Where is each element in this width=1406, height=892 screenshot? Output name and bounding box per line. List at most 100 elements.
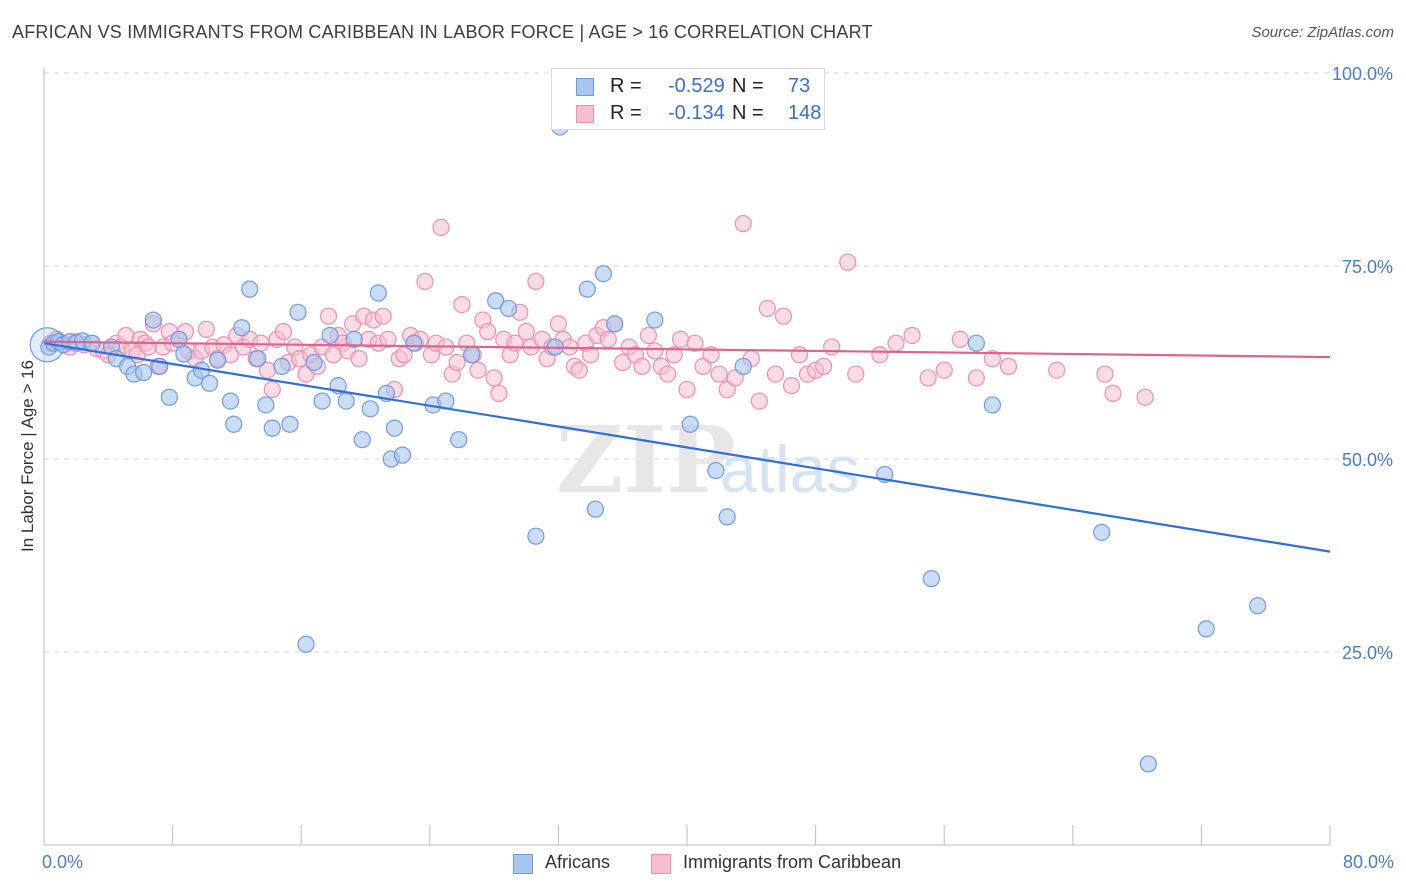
- trend-lines: [43, 340, 1331, 553]
- african-point: [734, 357, 752, 375]
- caribbean-point: [847, 365, 865, 383]
- african-point: [578, 280, 596, 298]
- caribbean-point: [774, 307, 793, 325]
- african-point: [405, 334, 423, 352]
- n-value: 148: [788, 102, 822, 124]
- africans-legend-label: Africans: [545, 852, 611, 872]
- caribbean-point: [263, 380, 281, 399]
- african-point: [144, 311, 162, 329]
- caribbean-swatch: [576, 105, 594, 123]
- african-point: [345, 330, 363, 348]
- caribbean-point: [967, 369, 985, 387]
- caribbean-legend-swatch: [651, 854, 671, 874]
- n-value: 73: [788, 75, 811, 97]
- africans-trend-line: [43, 342, 1331, 553]
- caribbean-point: [887, 334, 905, 352]
- axis-layer: [43, 68, 1331, 846]
- caribbean-point: [951, 330, 969, 348]
- y-tick-labels: 100.0% 75.0% 50.0% 25.0%: [1332, 64, 1393, 663]
- caribbean-point: [416, 272, 434, 291]
- caribbean-point: [274, 323, 293, 341]
- african-point: [681, 415, 699, 433]
- caribbean-trend-line: [43, 340, 1331, 359]
- african-point: [233, 319, 251, 337]
- african-point: [594, 265, 613, 283]
- caribbean-point: [197, 320, 215, 338]
- african-point: [225, 415, 243, 433]
- african-point: [450, 431, 468, 449]
- caribbean-point: [782, 377, 801, 395]
- caribbean-point: [1104, 384, 1122, 402]
- caribbean-point: [659, 365, 677, 383]
- african-point: [281, 415, 299, 433]
- caribbean-point: [614, 353, 632, 372]
- grid-layer: [44, 72, 1394, 653]
- caribbean-point: [935, 361, 953, 379]
- caribbean-point: [485, 369, 503, 387]
- caribbean-point: [633, 357, 651, 375]
- african-point: [646, 311, 664, 329]
- caribbean-point: [1136, 388, 1154, 406]
- african-point: [209, 351, 227, 369]
- caribbean-point: [919, 369, 937, 387]
- caribbean-point: [490, 384, 508, 402]
- african-point: [160, 388, 178, 406]
- y-tick-label-25: 25.0%: [1342, 643, 1393, 663]
- caribbean-point: [479, 323, 497, 341]
- african-point: [487, 292, 505, 310]
- african-point: [289, 303, 307, 321]
- caribbean-point: [678, 380, 696, 399]
- african-point: [249, 350, 267, 368]
- y-tick-label-100: 100.0%: [1332, 64, 1393, 84]
- caribbean-point: [453, 296, 471, 314]
- african-point: [337, 392, 355, 410]
- african-point: [221, 392, 240, 410]
- caribbean-point: [1048, 361, 1066, 379]
- caribbean-point: [1096, 365, 1114, 383]
- african-point: [1093, 523, 1111, 541]
- african-point: [1139, 755, 1157, 773]
- r-value: -0.529: [668, 75, 725, 97]
- correlation-legend: R = -0.529 N = 73 R = -0.134 N = 148: [551, 68, 825, 130]
- caribbean-point: [448, 353, 466, 372]
- africans-swatch: [576, 78, 594, 96]
- caribbean-point: [686, 334, 704, 352]
- african-point: [200, 374, 219, 392]
- caribbean-point: [734, 214, 752, 233]
- african-point: [707, 461, 725, 480]
- caribbean-point: [646, 342, 664, 360]
- african-point: [527, 527, 545, 545]
- caribbean-point: [527, 272, 545, 291]
- caribbean-point: [139, 338, 158, 356]
- african-point: [385, 419, 404, 437]
- y-tick-label-75: 75.0%: [1342, 257, 1393, 277]
- y-tick-label-50: 50.0%: [1342, 450, 1393, 470]
- zipatlas-watermark: ZIP atlas: [556, 406, 859, 514]
- african-point: [241, 280, 259, 298]
- r-value: -0.134: [668, 102, 725, 124]
- african-point: [353, 431, 371, 449]
- african-point: [313, 392, 331, 410]
- chart-title: AFRICAN VS IMMIGRANTS FROM CARIBBEAN IN …: [12, 22, 873, 42]
- svg-text:ZIP: ZIP: [556, 406, 735, 514]
- africans-legend-swatch: [513, 854, 533, 874]
- x-tick-label-max: 80.0%: [1342, 852, 1394, 872]
- caribbean-point: [815, 357, 833, 375]
- african-point: [586, 500, 604, 518]
- caribbean-point: [549, 315, 568, 333]
- african-point: [361, 400, 379, 418]
- caribbean-point: [665, 346, 683, 364]
- african-point: [263, 419, 281, 437]
- caribbean-legend-label: Immigrants from Caribbean: [683, 852, 902, 872]
- r-label: R =: [610, 102, 642, 124]
- caribbean-point: [710, 365, 728, 383]
- caribbean-point: [983, 350, 1002, 368]
- source-label: Source: ZipAtlas.com: [1251, 24, 1394, 41]
- african-point: [983, 396, 1002, 414]
- african-point: [499, 299, 518, 318]
- african-point: [257, 396, 275, 414]
- caribbean-point: [839, 253, 857, 271]
- african-point: [305, 353, 323, 372]
- n-label: N =: [732, 75, 764, 97]
